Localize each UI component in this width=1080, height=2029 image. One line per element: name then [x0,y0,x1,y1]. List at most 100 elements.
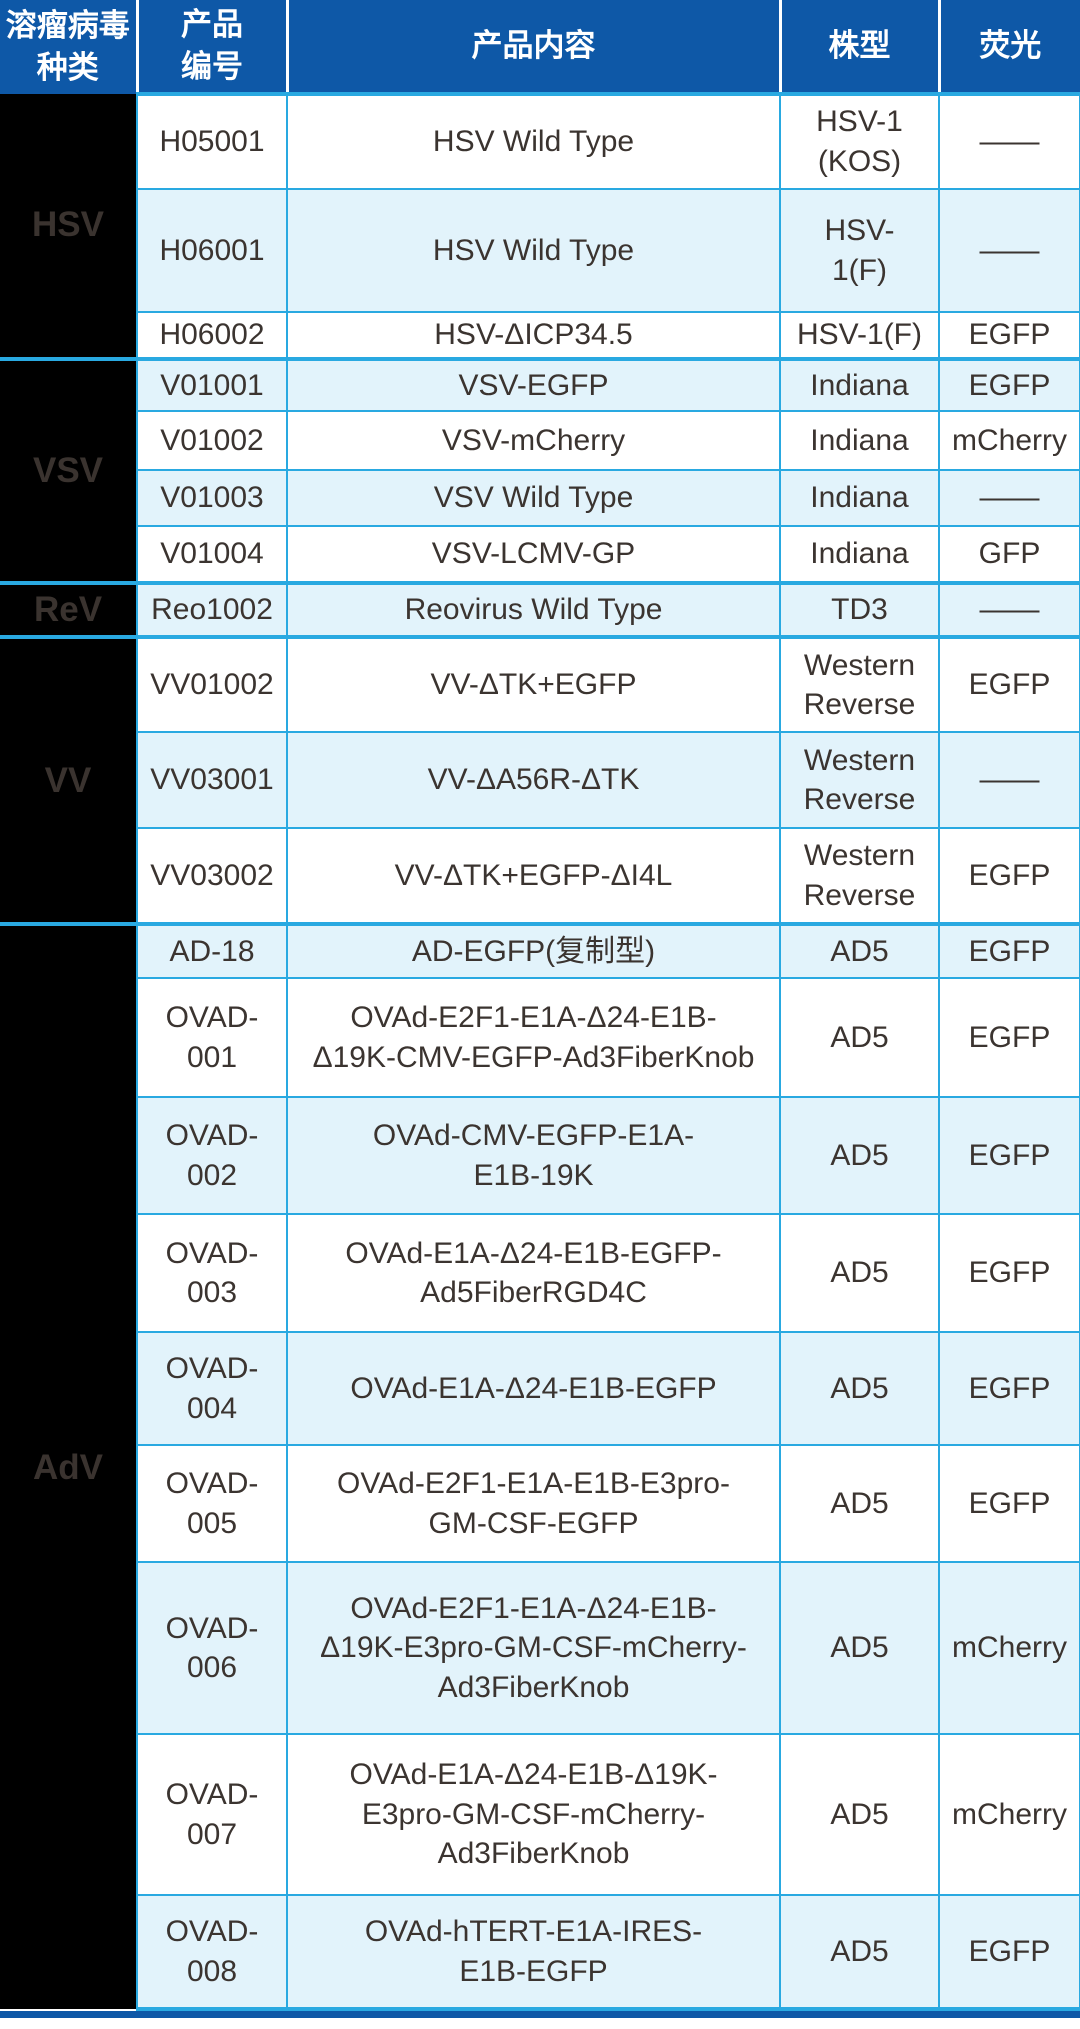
cell-product-content: HSV Wild Type [286,188,781,313]
cell-fluorescence: mCherry [938,1561,1080,1736]
table-row: OVAD- 003 OVAd-E1A-Δ24-E1B-EGFP- Ad5Fiber… [0,1213,1080,1334]
cell-strain: Indiana [779,469,940,527]
cell-fluorescence: EGFP [938,827,1080,926]
cell-fluorescence: mCherry [938,1733,1080,1897]
group-label-hsv: HSV [0,94,138,359]
cell-fluorescence: EGFP [938,922,1080,980]
group-label-vv: VV [0,635,138,925]
cell-product-id: OVAD- 006 [136,1561,288,1736]
cell-product-id: OVAD- 003 [136,1213,288,1334]
cell-strain: Western Reverse [779,635,940,734]
cell-strain: AD5 [779,1894,940,2012]
cell-product-id: VV03002 [136,827,288,926]
table-row: VV VV01002 VV-ΔTK+EGFP Western Reverse EGFP [0,635,1080,925]
cell-product-id: VV03001 [136,731,288,830]
table-row: H06002 HSV-ΔICP34.5 HSV-1(F) EGFP [0,311,1080,360]
cell-strain: Indiana [779,410,940,471]
cell-fluorescence: EGFP [938,635,1080,734]
cell-product-id: V01001 [136,357,288,412]
cell-strain: AD5 [779,1733,940,1897]
cell-product-content: VV-ΔTK+EGFP-ΔI4L [286,827,781,926]
cell-fluorescence: —— [938,92,1080,190]
cell-product-id: V01002 [136,410,288,471]
cell-product-content: OVAd-E1A-Δ24-E1B-EGFP- Ad5FiberRGD4C [286,1213,781,1334]
table-row: VSV V01001 VSV-EGFP Indiana EGFP [0,357,1080,583]
cell-product-content: VV-ΔA56R-ΔTK [286,731,781,830]
table-row: V01002 VSV-mCherry Indiana mCherry [0,410,1080,471]
cell-strain: AD5 [779,1331,940,1447]
header-fluorescence: 荧光 [937,0,1080,94]
cell-strain: HSV- 1(F) [779,188,940,313]
table-row: HSV H05001 HSV Wild Type HSV-1 (KOS) —— [0,92,1080,359]
cell-strain: AD5 [779,1096,940,1216]
cell-fluorescence: —— [938,188,1080,313]
table-row: VV03002 VV-ΔTK+EGFP-ΔI4L Western Reverse EG… [0,827,1080,926]
table-row: OVAD- 005 OVAd-E2F1-E1A-E1B-E3pro- GM-CSF… [0,1444,1080,1564]
cell-strain: AD5 [779,977,940,1099]
table-row: OVAD- 001 OVAd-E2F1-E1A-Δ24-E1B- Δ19K-CMV… [0,977,1080,1099]
cell-strain: AD5 [779,922,940,980]
table-row: OVAD- 007 OVAd-E1A-Δ24-E1B-Δ19K- E3pro-GM… [0,1733,1080,1897]
group-label-rev: ReV [0,580,138,638]
table-row: OVAD- 002 OVAd-CMV-EGFP-E1A- E1B-19K AD5 EG… [0,1096,1080,1216]
cell-product-content: AD-EGFP(复制型) [286,922,781,980]
cell-product-content: VSV-mCherry [286,410,781,471]
table-row: OVAD- 004 OVAd-E1A-Δ24-E1B-EGFP AD5 EGFP [0,1331,1080,1447]
cell-fluorescence: GFP [938,525,1080,584]
cell-strain: HSV-1(F) [779,311,940,360]
header-virus-type: 溶瘤病毒 种类 [0,0,137,94]
cell-product-id: Reo1002 [136,580,288,639]
cell-product-id: H06002 [136,311,288,360]
cell-strain: Western Reverse [779,731,940,830]
cell-product-id: OVAD- 008 [136,1894,288,2012]
cell-product-content: OVAd-CMV-EGFP-E1A- E1B-19K [286,1096,781,1216]
cell-fluorescence: EGFP [938,311,1080,360]
table-row: AdV AD-18 AD-EGFP(复制型) AD5 EGFP [0,922,1080,2010]
cell-product-content: HSV Wild Type [286,92,781,190]
cell-product-content: VSV Wild Type [286,469,781,527]
cell-fluorescence: EGFP [938,1331,1080,1447]
table-row: V01003 VSV Wild Type Indiana —— [0,469,1080,527]
cell-product-content: OVAd-E2F1-E1A-Δ24-E1B- Δ19K-E3pro-GM-CSF… [286,1561,781,1736]
bottom-accent-bar [0,2011,1080,2019]
cell-fluorescence: mCherry [938,410,1080,471]
cell-fluorescence: EGFP [938,1096,1080,1216]
cell-product-id: V01004 [136,525,288,584]
cell-fluorescence: EGFP [938,1444,1080,1564]
cell-fluorescence: —— [938,580,1080,639]
cell-product-content: OVAd-E2F1-E1A-Δ24-E1B- Δ19K-CMV-EGFP-Ad3… [286,977,781,1099]
cell-product-id: H05001 [136,92,288,190]
cell-product-content: OVAd-E1A-Δ24-E1B-EGFP [286,1331,781,1447]
cell-fluorescence: —— [938,469,1080,527]
cell-fluorescence: EGFP [938,977,1080,1099]
table-header: 溶瘤病毒 种类 产品 编号 产品内容 株型 荧光 [0,0,1080,94]
table-row: H06001 HSV Wild Type HSV- 1(F) —— [0,188,1080,313]
cell-product-content: OVAd-E2F1-E1A-E1B-E3pro- GM-CSF-EGFP [286,1444,781,1564]
cell-strain: AD5 [779,1444,940,1564]
cell-strain: AD5 [779,1561,940,1736]
cell-product-content: OVAd-E1A-Δ24-E1B-Δ19K- E3pro-GM-CSF-mChe… [286,1733,781,1897]
table-row: VV03001 VV-ΔA56R-ΔTK Western Reverse —— [0,731,1080,830]
cell-fluorescence: EGFP [938,1213,1080,1334]
cell-strain: Indiana [779,525,940,584]
cell-product-id: H06001 [136,188,288,313]
cell-fluorescence: EGFP [938,357,1080,412]
cell-product-id: OVAD- 001 [136,977,288,1099]
cell-product-id: AD-18 [136,922,288,980]
cell-product-id: OVAD- 002 [136,1096,288,1216]
cell-strain: HSV-1 (KOS) [779,92,940,190]
table-row: V01004 VSV-LCMV-GP Indiana GFP [0,525,1080,584]
cell-product-content: OVAd-hTERT-E1A-IRES- E1B-EGFP [286,1894,781,2012]
cell-strain: Indiana [779,357,940,412]
table-row: ReV Reo1002 Reovirus Wild Type TD3 —— [0,580,1080,639]
cell-fluorescence: —— [938,731,1080,830]
group-label-vsv: VSV [0,357,138,583]
table-row: OVAD- 006 OVAd-E2F1-E1A-Δ24-E1B- Δ19K-E3p… [0,1561,1080,1736]
cell-product-id: OVAD- 007 [136,1733,288,1897]
cell-product-content: VV-ΔTK+EGFP [286,635,781,734]
header-product-content: 产品内容 [285,0,780,94]
cell-product-content: VSV-EGFP [286,357,781,412]
cell-product-id: VV01002 [136,635,288,734]
cell-product-id: V01003 [136,469,288,527]
